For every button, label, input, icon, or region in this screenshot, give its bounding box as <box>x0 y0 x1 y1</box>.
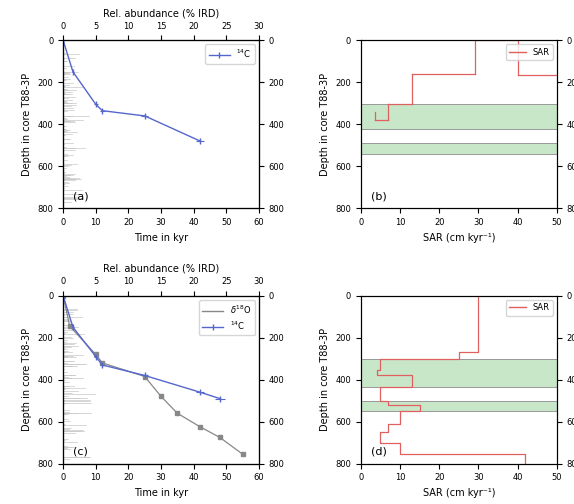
Text: (b): (b) <box>371 192 386 202</box>
Bar <box>361 143 557 154</box>
Text: (c): (c) <box>73 447 88 457</box>
Y-axis label: Depth in core T88-3P: Depth in core T88-3P <box>22 73 32 176</box>
Text: (a): (a) <box>73 192 88 202</box>
Y-axis label: Depth in core T88-3P: Depth in core T88-3P <box>320 73 329 176</box>
X-axis label: SAR (cm kyr⁻¹): SAR (cm kyr⁻¹) <box>422 488 495 498</box>
X-axis label: Time in kyr: Time in kyr <box>134 233 188 242</box>
X-axis label: Rel. abundance (% IRD): Rel. abundance (% IRD) <box>103 264 219 273</box>
Y-axis label: Depth in core T88-3P: Depth in core T88-3P <box>320 328 329 431</box>
Bar <box>361 401 557 411</box>
X-axis label: Time in kyr: Time in kyr <box>134 488 188 498</box>
Legend: $\delta^{18}$O, $^{14}$C: $\delta^{18}$O, $^{14}$C <box>199 300 255 336</box>
X-axis label: SAR (cm kyr⁻¹): SAR (cm kyr⁻¹) <box>422 233 495 242</box>
Legend: SAR: SAR <box>506 300 553 316</box>
Bar <box>361 104 557 129</box>
X-axis label: Rel. abundance (% IRD): Rel. abundance (% IRD) <box>103 8 219 18</box>
Text: (d): (d) <box>371 447 386 457</box>
Legend: SAR: SAR <box>506 44 553 60</box>
Y-axis label: Depth in core T88-3P: Depth in core T88-3P <box>22 328 32 431</box>
Bar <box>361 359 557 387</box>
Legend: $^{14}$C: $^{14}$C <box>205 44 255 64</box>
